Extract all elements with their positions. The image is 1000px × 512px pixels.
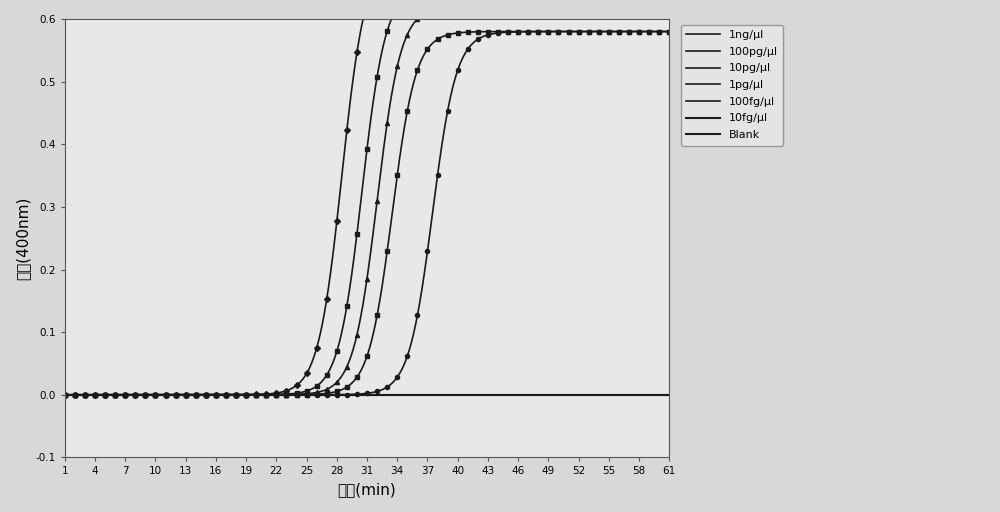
- Y-axis label: 浓度(400nm): 浓度(400nm): [15, 197, 30, 280]
- 10fg/μl: [474, 392, 486, 398]
- Blank: [541, 392, 553, 398]
- 10fg/μl: [121, 392, 133, 398]
- Line: 1ng/μl: 1ng/μl: [65, 0, 669, 395]
- 10pg/μl: [59, 392, 71, 398]
- Blank: [325, 392, 337, 398]
- 100fg/μl: [663, 29, 675, 35]
- 10pg/μl: [121, 392, 133, 398]
- 10fg/μl: [663, 392, 675, 398]
- 10fg/μl: [530, 392, 542, 398]
- Line: 10pg/μl: 10pg/μl: [65, 7, 669, 395]
- 100fg/μl: [121, 392, 133, 398]
- 10fg/μl: [59, 392, 71, 398]
- 1ng/μl: [121, 392, 133, 398]
- 10fg/μl: [541, 392, 553, 398]
- 10fg/μl: [303, 392, 315, 398]
- 10pg/μl: [303, 391, 315, 397]
- Blank: [121, 392, 133, 398]
- 1pg/μl: [59, 392, 71, 398]
- 100pg/μl: [303, 387, 315, 393]
- Line: 1pg/μl: 1pg/μl: [65, 32, 669, 395]
- 1ng/μl: [59, 392, 71, 398]
- Line: 100fg/μl: 100fg/μl: [65, 32, 669, 395]
- 10pg/μl: [474, 4, 486, 10]
- Blank: [59, 392, 71, 398]
- 100fg/μl: [541, 29, 553, 35]
- 1pg/μl: [303, 391, 315, 397]
- 10pg/μl: [530, 4, 542, 10]
- 100fg/μl: [325, 392, 337, 398]
- 1pg/μl: [474, 29, 486, 35]
- 1ng/μl: [303, 366, 315, 372]
- X-axis label: 时间(min): 时间(min): [338, 482, 396, 497]
- 100pg/μl: [59, 392, 71, 398]
- 1pg/μl: [541, 29, 553, 35]
- Line: 100pg/μl: 100pg/μl: [65, 0, 669, 395]
- 100pg/μl: [121, 392, 133, 398]
- 10pg/μl: [663, 4, 675, 10]
- 10fg/μl: [325, 392, 337, 398]
- 100fg/μl: [303, 392, 315, 398]
- 100fg/μl: [530, 29, 542, 35]
- Legend: 1ng/μl, 100pg/μl, 10pg/μl, 1pg/μl, 100fg/μl, 10fg/μl, Blank: 1ng/μl, 100pg/μl, 10pg/μl, 1pg/μl, 100fg…: [681, 25, 783, 146]
- 10pg/μl: [541, 4, 553, 10]
- 1ng/μl: [325, 266, 337, 272]
- 1pg/μl: [663, 29, 675, 35]
- Blank: [303, 392, 315, 398]
- 100fg/μl: [59, 392, 71, 398]
- 1pg/μl: [121, 392, 133, 398]
- 1pg/μl: [530, 29, 542, 35]
- 1pg/μl: [325, 390, 337, 396]
- Blank: [474, 392, 486, 398]
- 100pg/μl: [325, 364, 337, 370]
- 10pg/μl: [325, 384, 337, 390]
- 100fg/μl: [474, 35, 486, 41]
- Blank: [663, 392, 675, 398]
- Blank: [530, 392, 542, 398]
